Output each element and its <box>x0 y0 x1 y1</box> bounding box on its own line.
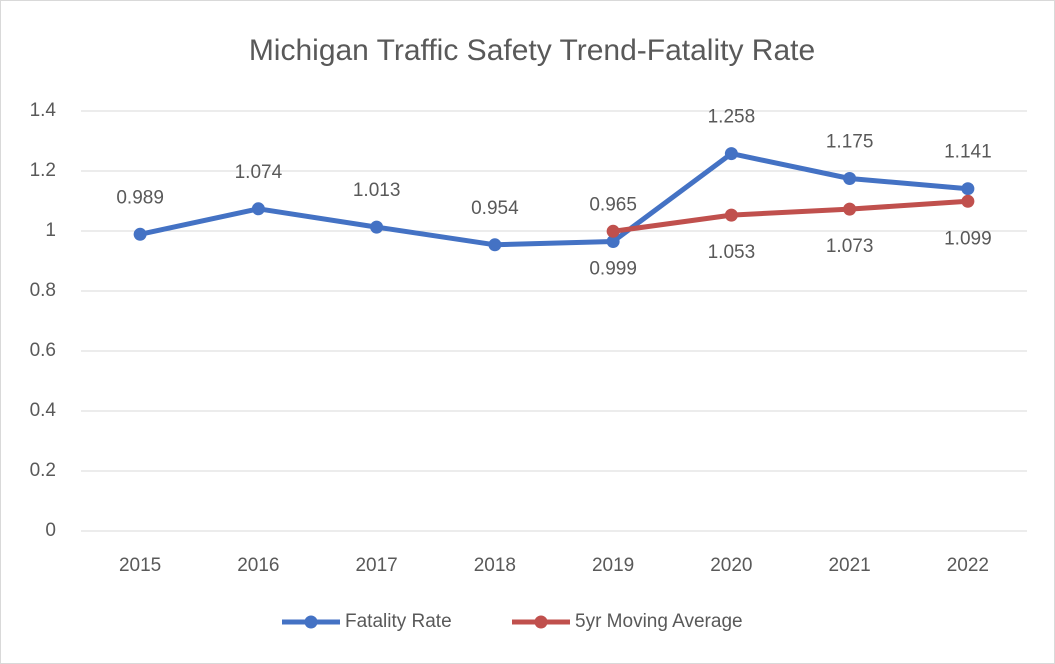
point <box>843 172 857 185</box>
y-tick-label: 0.2 <box>30 460 56 481</box>
data-label: 0.954 <box>471 198 519 219</box>
x-tick-label: 2017 <box>355 555 397 576</box>
legend-marker <box>534 615 548 629</box>
x-tick-label: 2021 <box>828 555 870 576</box>
point <box>724 208 738 222</box>
data-label: 1.013 <box>353 180 401 201</box>
series-line <box>612 198 969 234</box>
y-tick-label: 1.4 <box>30 100 57 121</box>
series-line <box>139 151 969 248</box>
data-label: 0.999 <box>589 258 637 279</box>
data-label: 1.099 <box>944 228 992 249</box>
x-tick-label: 2016 <box>237 555 279 576</box>
data-label: 1.141 <box>944 142 992 163</box>
point <box>843 202 857 216</box>
chart-title: Michigan Traffic Safety Trend-Fatality R… <box>249 34 815 67</box>
legend-label: Fatality Rate <box>345 611 452 632</box>
data-label: 0.965 <box>589 195 637 216</box>
point <box>724 147 738 161</box>
x-tick-label: 2022 <box>947 555 989 576</box>
y-tick-label: 0.6 <box>30 340 56 361</box>
y-tick-label: 1 <box>45 220 56 241</box>
x-tick-label: 2020 <box>710 555 752 576</box>
point <box>606 224 620 238</box>
x-tick-label: 2019 <box>592 555 634 576</box>
y-tick-label: 1.2 <box>30 160 56 181</box>
legend-marker <box>304 615 318 629</box>
point <box>488 238 502 252</box>
point <box>961 182 975 196</box>
x-tick-label: 2018 <box>474 555 516 576</box>
data-label: 1.073 <box>826 236 874 257</box>
y-tick-label: 0 <box>45 520 56 541</box>
point <box>370 220 384 234</box>
point <box>133 227 147 241</box>
data-label: 0.989 <box>116 187 164 208</box>
data-label: 1.175 <box>826 132 874 153</box>
point <box>251 202 265 216</box>
legend-label: 5yr Moving Average <box>575 611 743 632</box>
x-tick-label: 2015 <box>119 555 161 576</box>
data-label: 1.074 <box>235 162 283 183</box>
point <box>606 235 620 248</box>
y-tick-label: 0.4 <box>30 400 57 421</box>
y-tick-label: 0.8 <box>30 280 56 301</box>
data-label: 1.258 <box>708 107 756 128</box>
point <box>961 194 975 208</box>
data-label: 1.053 <box>708 242 756 263</box>
